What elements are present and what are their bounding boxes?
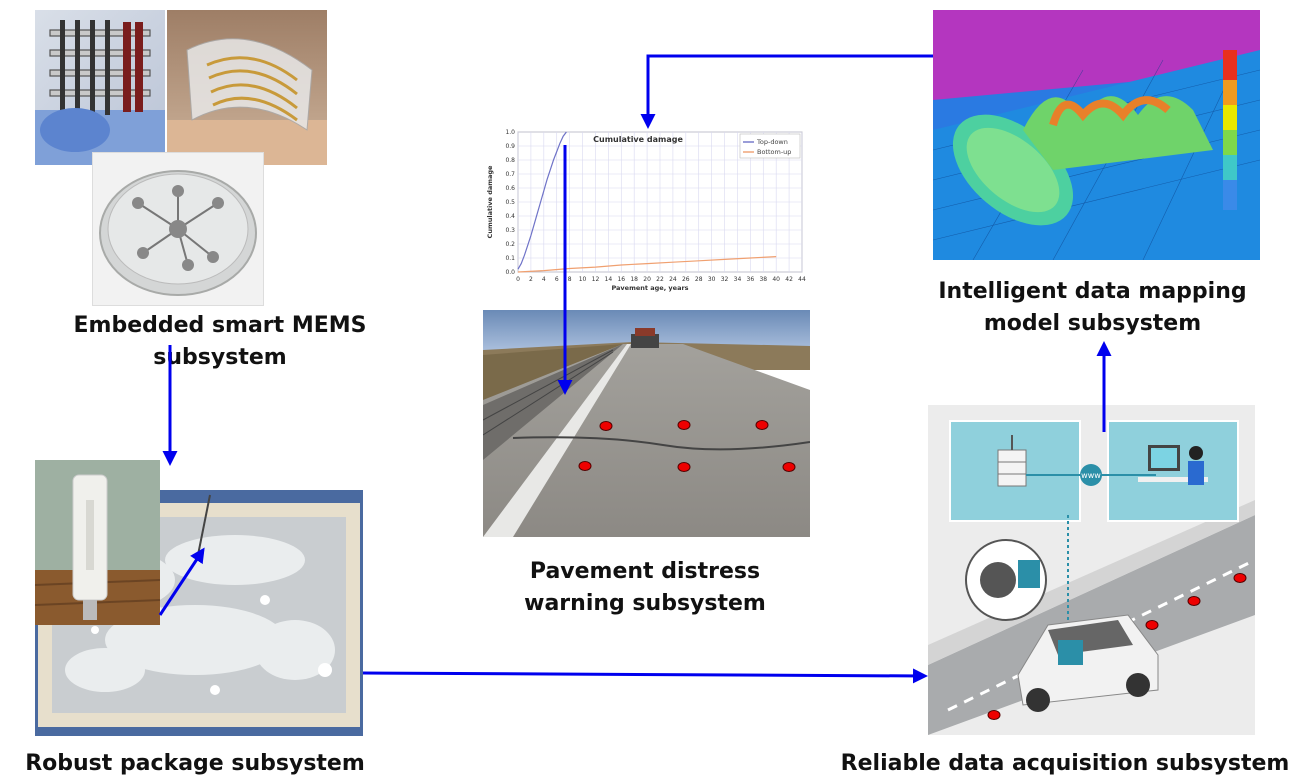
y-tick-label: 0.5 <box>505 199 515 206</box>
x-tick-label: 44 <box>798 276 806 283</box>
y-tick-label: 0.2 <box>505 241 515 248</box>
cumulative-damage-chart: 0 2 4 6 8 10 12 14 16 18 20 22 24 26 28 30 32 34 36 38 40 42 4… <box>484 126 810 302</box>
mems-strip-sensors-photo <box>35 10 165 165</box>
mems-disc-sensor-photo <box>92 152 264 306</box>
y-tick-label: 0.9 <box>505 143 515 150</box>
car-icon <box>1017 614 1159 712</box>
y-tick-label: 1.0 <box>505 129 515 136</box>
x-tick-label: 28 <box>695 276 703 283</box>
y-tick-label: 0.0 <box>505 269 515 276</box>
x-tick-label: 18 <box>630 276 638 283</box>
legend-entry: Bottom-up <box>757 148 791 156</box>
series-line-top-down <box>517 131 567 270</box>
x-tick-label: 34 <box>734 276 742 283</box>
y-tick-label: 0.4 <box>505 213 515 220</box>
www-icon: www <box>1081 471 1101 480</box>
legend-entry: Top-down <box>756 138 788 146</box>
y-tick-label: 0.6 <box>505 185 515 192</box>
x-tick-label: 42 <box>785 276 793 283</box>
x-tick-label: 16 <box>617 276 625 283</box>
data-acquisition-illustration: www <box>928 405 1255 735</box>
acquisition-subsystem-label: Reliable data acquisition subsystem <box>840 751 1290 776</box>
legend-box <box>739 133 801 159</box>
mems-subsystem-label: Embedded smart MEMS subsystem <box>73 313 367 370</box>
series-line-bottom-up <box>517 256 777 273</box>
x-tick-label: 32 <box>721 276 729 283</box>
server-icon <box>997 435 1027 487</box>
x-tick-label: 0 <box>516 276 520 283</box>
x-tick-label: 2 <box>529 276 533 283</box>
mapping-subsystem-label-line2: model subsystem <box>983 311 1202 336</box>
y-tick-label: 0.7 <box>505 171 515 178</box>
x-tick-label: 26 <box>682 276 690 283</box>
x-tick-label: 22 <box>656 276 664 283</box>
x-tick-label: 30 <box>708 276 716 283</box>
package-subsystem-label: Robust package subsystem <box>25 751 365 776</box>
x-tick-label: 38 <box>759 276 767 283</box>
workstation-icon <box>1138 445 1208 485</box>
mapping-model-image <box>933 10 1260 260</box>
x-tick-label: 8 <box>568 276 572 283</box>
x-tick-label: 40 <box>772 276 780 283</box>
pavement-road-photo <box>483 310 810 537</box>
x-tick-label: 20 <box>643 276 651 283</box>
mems-wristband-photo <box>167 10 327 165</box>
mapping-subsystem-label-line1: Intelligent data mapping <box>938 279 1247 304</box>
arrow-package-to-acquisition <box>362 668 928 684</box>
y-tick-label: 0.3 <box>505 227 515 234</box>
x-tick-label: 4 <box>542 276 546 283</box>
package-sensor-photo <box>35 460 160 625</box>
warning-subsystem-label-line2: warning subsystem <box>524 591 766 616</box>
x-tick-label: 6 <box>555 276 559 283</box>
y-tick-label: 0.8 <box>505 157 515 164</box>
x-axis-label: Pavement age, years <box>611 284 688 292</box>
x-tick-label: 12 <box>592 276 600 283</box>
x-tick-label: 14 <box>605 276 613 283</box>
warning-subsystem-label-line1: Pavement distress <box>529 559 761 584</box>
arrow-mapping-to-chart <box>640 54 933 129</box>
chart-title: Cumulative damage <box>593 135 683 144</box>
y-axis-label: Cumulative damage <box>486 165 494 239</box>
x-tick-label: 24 <box>669 276 677 283</box>
y-tick-label: 0.1 <box>505 255 515 262</box>
x-tick-label: 36 <box>747 276 755 283</box>
x-tick-label: 10 <box>579 276 587 283</box>
